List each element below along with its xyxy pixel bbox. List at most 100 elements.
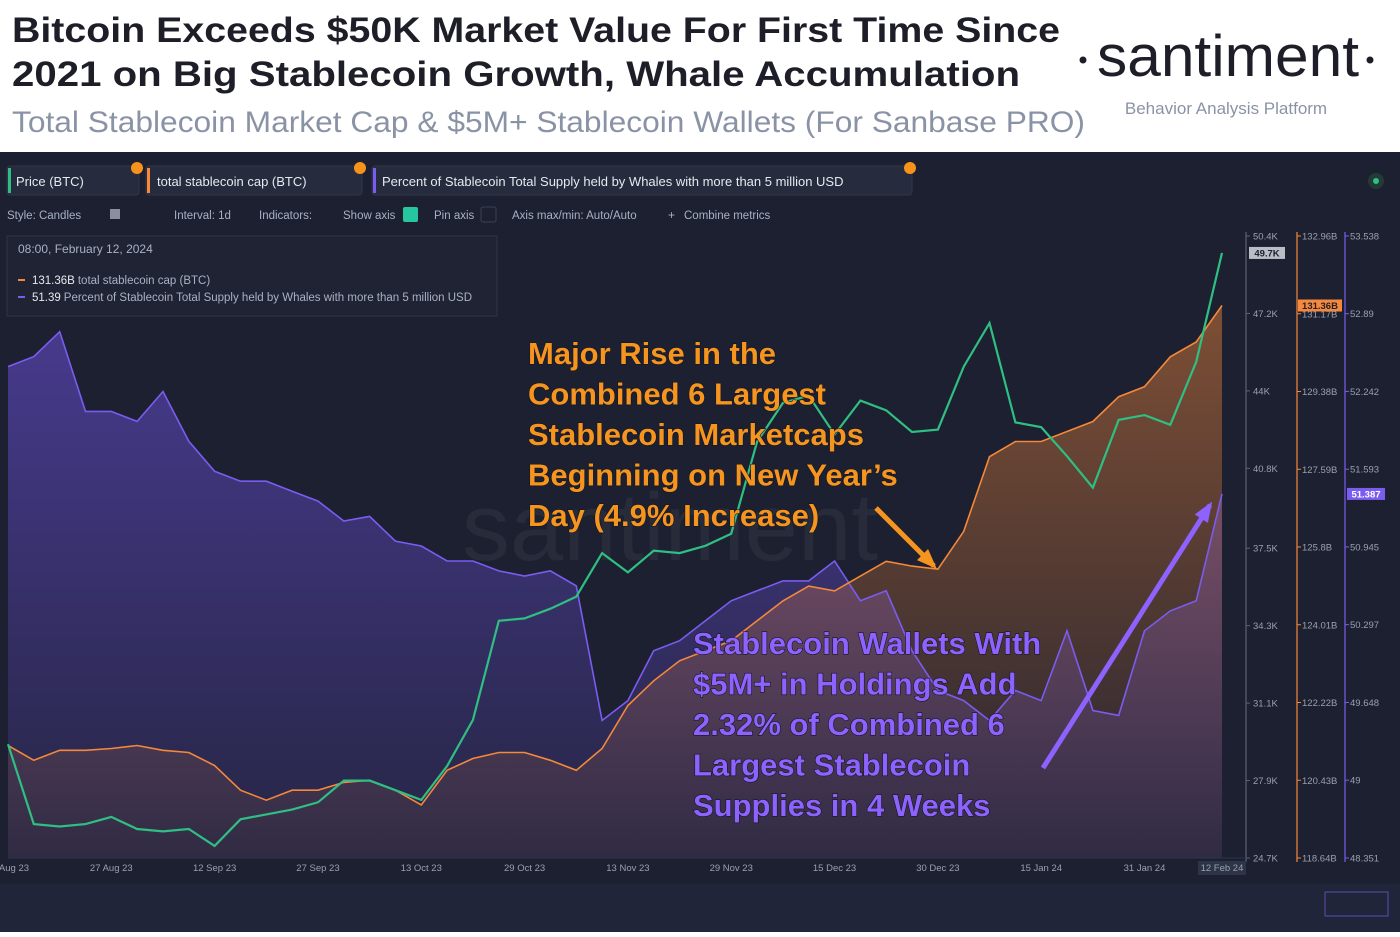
watermark: santiment — [462, 474, 878, 581]
tooltip-label: total stablecoin cap (BTC) — [78, 275, 210, 287]
x-tick-label: 31 Jan 24 — [1124, 863, 1166, 874]
legend-label: Percent of Stablecoin Total Supply held … — [382, 174, 844, 189]
annotation: 2.32% of Combined 6 — [693, 707, 1005, 742]
tooltip-row: 131.36B total stablecoin cap (BTC) — [32, 275, 210, 287]
btc-badge — [131, 162, 143, 174]
legend-chip — [145, 165, 363, 196]
brand-tagline: Behavior Analysis Platform — [1125, 99, 1327, 118]
annotation: Supplies in 4 Weeks — [693, 788, 990, 823]
legend-chip — [6, 165, 140, 196]
value-badge-label: 49.7K — [1254, 248, 1279, 259]
x-tick-label: 29 Nov 23 — [710, 863, 753, 874]
toolbar-item: Axis max/min: Auto/Auto — [512, 210, 637, 222]
btc-badge — [904, 162, 916, 174]
y-tick-label: 51.593 — [1350, 465, 1379, 476]
annotation: Combined 6 Largest — [528, 377, 826, 412]
y-tick-label: 50.297 — [1350, 620, 1379, 631]
tooltip-box — [6, 235, 498, 317]
tooltip-date: 08:00, February 12, 2024 — [18, 242, 153, 256]
legend-label: Price (BTC) — [16, 174, 84, 189]
annotation: Day (4.9% Increase) — [528, 498, 819, 533]
y-tick-label: 125.8B — [1302, 543, 1332, 554]
series-line — [7, 330, 1223, 722]
toolbar-item: Combine metrics — [684, 210, 771, 222]
x-tick-label: 13 Nov 23 — [606, 863, 649, 874]
annotation: Stablecoin Wallets With — [693, 626, 1041, 661]
tooltip-value: 131.36B — [32, 275, 75, 287]
checkbox — [480, 206, 497, 223]
series-line — [7, 305, 1223, 807]
y-tick-label: 50.4K — [1253, 232, 1278, 243]
toolbar-item: Style: Candles — [7, 210, 81, 222]
y-tick-label: 37.5K — [1253, 544, 1278, 555]
y-tick-label: 34.3K — [1253, 621, 1278, 632]
y-tick-label: 118.64B — [1302, 854, 1337, 865]
y-tick-label: 131.17B — [1302, 309, 1337, 320]
x-tick-label: 29 Oct 23 — [504, 863, 545, 874]
annotation: Largest Stablecoin — [693, 748, 970, 783]
legend-label: total stablecoin cap (BTC) — [157, 174, 307, 189]
annotation: Stablecoin Marketcaps — [528, 417, 864, 452]
x-tick-label: 12 Sep 23 — [193, 863, 236, 874]
chart-title: 2021 on Big Stablecoin Growth, Whale Acc… — [12, 55, 1020, 94]
toolbar-item: Show axis — [343, 210, 396, 222]
x-badge — [1198, 861, 1246, 875]
y-tick-label: 127.59B — [1302, 465, 1337, 476]
navigator — [0, 884, 1400, 932]
legend-swatch — [8, 168, 11, 193]
y-tick-label: 31.1K — [1253, 699, 1278, 710]
brand-dot — [1366, 56, 1374, 64]
legend-swatch — [373, 168, 376, 193]
y-tick-label: 52.89 — [1350, 309, 1374, 320]
y-tick-label: 122.22B — [1302, 698, 1337, 709]
y-tick-label: 49.648 — [1350, 698, 1379, 709]
legend-chip — [371, 165, 913, 196]
tooltip-value: 51.39 — [32, 292, 61, 304]
tooltip-row: 51.39 Percent of Stablecoin Total Supply … — [32, 292, 472, 304]
y-tick-label: 124.01B — [1302, 620, 1337, 631]
plus-icon: + — [668, 208, 675, 222]
annotation-arrow — [1040, 503, 1213, 770]
value-badge-label: 131.36B — [1302, 301, 1338, 312]
tooltip-label: Percent of Stablecoin Total Supply held … — [64, 292, 472, 304]
y-tick-label: 44K — [1253, 386, 1271, 397]
settings-dot — [1373, 178, 1379, 184]
y-tick-label: 40.8K — [1253, 464, 1278, 475]
y-tick-label: 52.242 — [1350, 387, 1379, 398]
series-area — [8, 305, 1222, 858]
x-tick-label: 13 Oct 23 — [401, 863, 442, 874]
toolbar-item: Pin axis — [434, 210, 475, 222]
value-badge — [1298, 299, 1342, 312]
chart-subtitle: Total Stablecoin Market Cap & $5M+ Stabl… — [12, 106, 1085, 139]
y-tick-label: 120.43B — [1302, 776, 1337, 787]
toolbar-item: Interval: 1d — [174, 210, 231, 222]
value-badge — [1347, 487, 1385, 500]
y-tick-label: 27.9K — [1253, 776, 1278, 787]
y-tick-label: 47.2K — [1253, 309, 1278, 320]
x-tick-label: 11 Aug 23 — [0, 863, 29, 874]
x-tick-label: 27 Aug 23 — [90, 863, 133, 874]
value-badge — [1249, 246, 1285, 259]
y-tick-label: 50.945 — [1350, 542, 1379, 553]
y-tick-label: 49 — [1350, 776, 1361, 787]
annotation: Major Rise in the — [528, 336, 776, 371]
x-tick-label: 27 Sep 23 — [296, 863, 339, 874]
navigator-handle — [1324, 891, 1389, 917]
arrow-head — [917, 549, 937, 569]
btc-badge — [354, 162, 366, 174]
y-tick-label: 129.38B — [1302, 387, 1337, 398]
checkbox — [403, 207, 418, 222]
x-tick-label: 30 Dec 23 — [916, 863, 959, 874]
color-square — [110, 209, 120, 219]
annotation: Beginning on New Year’s — [528, 458, 898, 493]
annotation: $5M+ in Holdings Add — [693, 667, 1017, 702]
y-tick-label: 48.351 — [1350, 854, 1379, 865]
x-tick-label: 12 Feb 24 — [1201, 863, 1244, 874]
brand-dot — [1079, 56, 1087, 64]
arrow-head — [1194, 501, 1213, 523]
toolbar-item: Indicators: — [259, 210, 312, 222]
y-tick-label: 132.96B — [1302, 232, 1337, 243]
x-tick-label: 15 Dec 23 — [813, 863, 856, 874]
